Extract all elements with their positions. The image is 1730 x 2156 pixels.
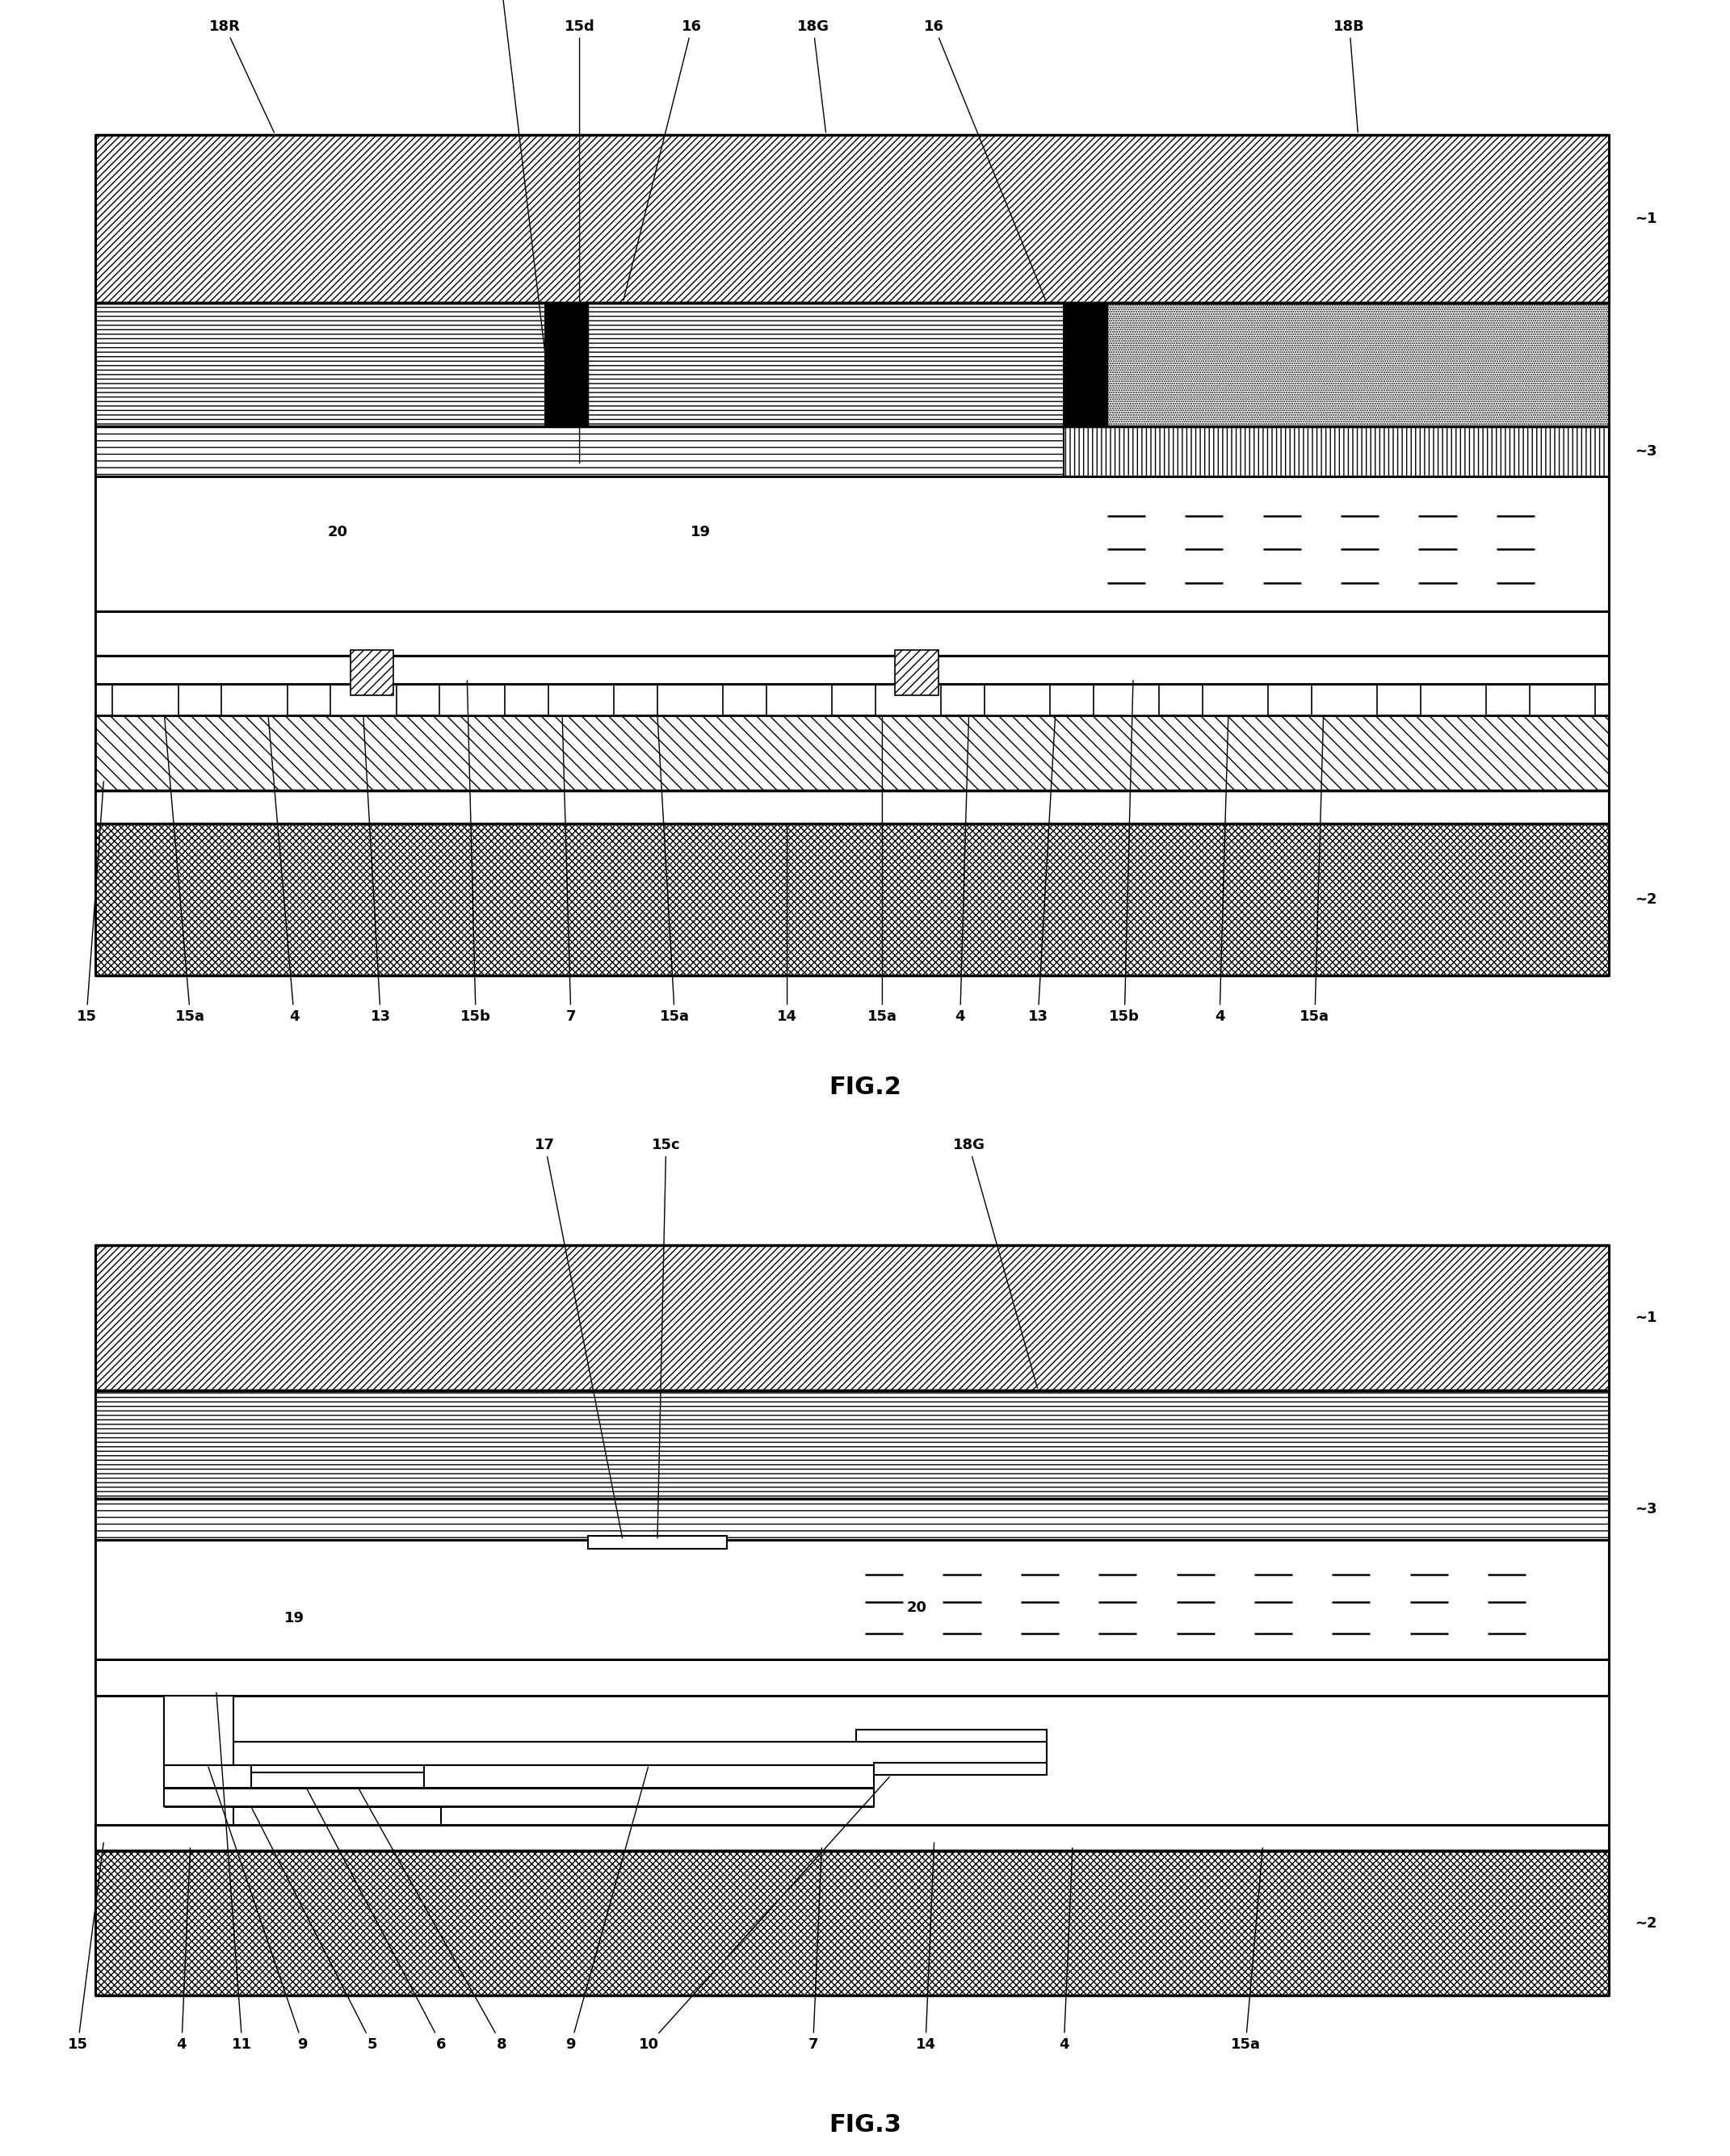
Text: 15a: 15a [1230, 1848, 1263, 2053]
Bar [95, 476, 1609, 610]
Text: 13: 13 [363, 718, 391, 1024]
Bar [251, 1772, 424, 1787]
Bar [95, 1539, 1609, 1660]
Bar [874, 1764, 1047, 1774]
Bar [95, 1246, 1609, 1391]
Text: 15a: 15a [657, 718, 690, 1024]
Bar [545, 302, 588, 427]
Text: 18G: 18G [953, 1138, 1038, 1388]
Text: 15a: 15a [164, 718, 206, 1024]
Text: 14: 14 [915, 1843, 936, 2053]
Bar [1311, 683, 1377, 716]
Bar [221, 683, 287, 716]
Text: 8: 8 [360, 1789, 507, 2053]
Bar [1107, 302, 1609, 427]
Text: 4: 4 [268, 718, 299, 1024]
Text: 15: 15 [67, 1843, 104, 2053]
Bar [330, 683, 396, 716]
Text: 15b: 15b [460, 681, 491, 1024]
Bar [95, 610, 1609, 655]
Text: 19: 19 [690, 526, 711, 539]
Text: ~3: ~3 [1635, 444, 1657, 459]
Bar [548, 683, 614, 716]
Text: 15d: 15d [486, 0, 554, 425]
Bar [1064, 302, 1107, 427]
Bar [1420, 683, 1486, 716]
Text: 16: 16 [924, 19, 1047, 300]
Bar [164, 1695, 234, 1766]
Bar [894, 651, 938, 694]
Bar [95, 655, 1609, 683]
Bar [588, 302, 1064, 427]
Bar [164, 1742, 1047, 1766]
Text: 9: 9 [208, 1768, 308, 2053]
Bar [95, 427, 1064, 476]
Bar [234, 1807, 441, 1824]
Bar [95, 791, 1609, 824]
Text: FIG.2: FIG.2 [829, 1076, 901, 1100]
Bar [766, 683, 832, 716]
Bar [588, 1535, 727, 1548]
Text: 20: 20 [907, 1600, 927, 1615]
Bar [856, 1729, 1047, 1742]
Bar [95, 1498, 1609, 1539]
Bar [112, 683, 178, 716]
Text: ~1: ~1 [1635, 1311, 1657, 1326]
Bar [95, 1824, 1609, 1850]
Text: 18R: 18R [209, 19, 273, 132]
Bar [1202, 683, 1268, 716]
Bar [424, 1766, 874, 1787]
Bar [95, 1660, 1609, 1695]
Text: 20: 20 [327, 526, 348, 539]
Text: 15a: 15a [867, 718, 898, 1024]
Bar [984, 683, 1050, 716]
Text: 17: 17 [535, 1138, 623, 1537]
Bar [95, 134, 1609, 302]
Text: 15c: 15c [652, 1138, 680, 1537]
Bar [164, 1787, 874, 1807]
Bar [95, 824, 1609, 975]
Bar [95, 716, 1609, 791]
Bar [349, 651, 393, 694]
Bar [95, 1850, 1609, 1996]
Text: 14: 14 [777, 826, 798, 1024]
Text: 15d: 15d [564, 19, 595, 464]
Text: 19: 19 [284, 1611, 304, 1626]
Bar [439, 683, 505, 716]
Text: ~2: ~2 [1635, 1917, 1657, 1930]
Text: ~2: ~2 [1635, 893, 1657, 908]
Text: 4: 4 [1214, 718, 1228, 1024]
Text: 4: 4 [176, 1848, 190, 2053]
Bar [1529, 683, 1595, 716]
Bar [95, 1391, 1609, 1498]
Bar [1093, 683, 1159, 716]
Text: 15b: 15b [1109, 681, 1140, 1024]
Text: 16: 16 [623, 19, 702, 300]
Text: 5: 5 [253, 1809, 377, 2053]
Bar [1064, 427, 1609, 476]
Text: ~3: ~3 [1635, 1503, 1657, 1516]
Text: 4: 4 [1059, 1848, 1073, 2053]
Text: 7: 7 [808, 1848, 822, 2053]
Text: 4: 4 [955, 718, 969, 1024]
Text: 15: 15 [76, 780, 104, 1024]
Text: 13: 13 [1028, 718, 1055, 1024]
Text: ~1: ~1 [1635, 211, 1657, 226]
Text: 10: 10 [638, 1777, 889, 2053]
Bar [164, 1766, 251, 1787]
Text: 9: 9 [566, 1768, 649, 2053]
Bar [657, 683, 723, 716]
Text: FIG.3: FIG.3 [829, 2113, 901, 2137]
Bar [875, 683, 941, 716]
Text: 18B: 18B [1334, 19, 1365, 132]
Text: 11: 11 [216, 1692, 253, 2053]
Text: 7: 7 [562, 718, 576, 1024]
Text: 18G: 18G [798, 19, 829, 132]
Text: 6: 6 [308, 1789, 446, 2053]
Text: 15a: 15a [1299, 718, 1330, 1024]
Bar [95, 302, 545, 427]
